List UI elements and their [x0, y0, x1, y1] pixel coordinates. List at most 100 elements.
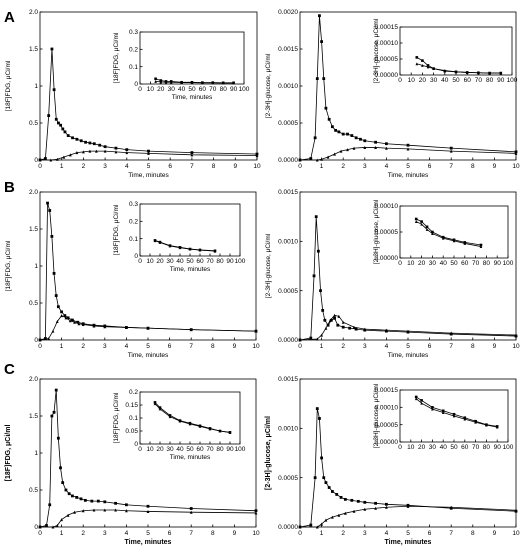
A-right-inset-triangle-point — [443, 69, 447, 72]
C-left-x-tick-label: 0 — [38, 530, 42, 537]
C-right-inset-triangle-point — [452, 414, 456, 418]
A-left-square-point — [75, 137, 79, 141]
B-left-x-tick-label: 2 — [81, 343, 85, 350]
A-left-y-tick-label: 0.5 — [29, 120, 38, 127]
C-left-triangle-point — [81, 509, 85, 513]
A-right-x-tick-label: 4 — [385, 163, 389, 170]
B-right-inset-x-tick-label: 70 — [472, 260, 480, 267]
B-left-square-point — [60, 310, 63, 314]
B-right-inset-y-axis-label: [2-3H]-glucose, μCi/ml — [373, 199, 380, 264]
C-left-triangle-point — [60, 518, 63, 522]
A-left-triangle-point — [88, 149, 92, 153]
A-right-x-tick-label: 3 — [363, 163, 367, 170]
A-right-inset-triangle-point — [499, 71, 503, 75]
A-left-square-point — [147, 149, 150, 153]
A-left-inset-x-tick-label: 50 — [188, 86, 196, 93]
C-right-inset-square-point — [431, 406, 434, 409]
A-right-inset-y-tick-label: 0.00000 — [375, 72, 399, 79]
B-right-x-tick-label: 7 — [449, 343, 453, 350]
C-left-square-point — [45, 524, 48, 527]
C-left-triangle-point — [114, 508, 117, 512]
C-right-inset-y-tick-label: 0.00005 — [375, 422, 399, 429]
B-left-inset-series-square-line — [154, 240, 216, 252]
B-left-inset-x-tick-label: 100 — [235, 258, 246, 265]
C-left-inset-x-tick-label: 10 — [146, 446, 154, 453]
B-left-inset-y-tick-label: 0 — [134, 253, 138, 260]
A-left-y-tick-label: 2.0 — [29, 9, 38, 16]
C-left-square-point — [54, 388, 58, 392]
C-left-square-point — [64, 488, 68, 492]
C-right-triangle-point — [352, 509, 356, 513]
B-right-inset-square-point — [420, 220, 423, 223]
A-right-triangle-point — [326, 155, 330, 159]
C-left-inset-series-square-line — [154, 402, 231, 433]
C-right-inset-triangle-point — [495, 425, 499, 429]
A-right-inset-x-tick-label: 30 — [430, 77, 438, 84]
B-left-inset-triangle-point — [188, 247, 192, 251]
C-left-inset-y-tick-label: 0.2 — [129, 389, 138, 396]
C-right-x-tick-label: 8 — [471, 530, 475, 537]
A-right-square-point — [327, 117, 331, 121]
B-right-x-tick-label: 9 — [493, 343, 497, 350]
A-left-square-point — [98, 143, 102, 147]
C-right-series-triangle-line — [300, 505, 517, 528]
C-right-x-axis-label: Time, minutes — [385, 539, 432, 546]
B-right-square-point — [314, 215, 318, 219]
A-right-inset-square-point — [426, 64, 430, 67]
A-right-inset-x-tick-label: 70 — [475, 77, 483, 84]
A-right-x-axis-label: Time, minutes — [388, 172, 429, 179]
C-left-inset-x-axis-label: Time, minutes — [170, 454, 211, 461]
C-right-square-point — [315, 407, 319, 410]
C-right-square-point — [320, 456, 323, 460]
A-left-triangle-point — [49, 158, 53, 162]
C-left-inset-y-tick-label: 0.05 — [125, 428, 138, 435]
A-right-inset-triangle-point — [488, 71, 491, 75]
A-right-y-tick-label: 0.0015 — [278, 46, 298, 53]
B-right-triangle-point — [328, 318, 332, 322]
A-left-triangle-point — [55, 157, 59, 161]
A-left-square-point — [54, 117, 58, 121]
B-right-inset-x-tick-label: 80 — [483, 260, 491, 267]
B-left-x-tick-label: 9 — [233, 343, 237, 350]
A-left-x-tick-label: 8 — [212, 163, 216, 170]
A-left-inset-y-tick-label: 0.1 — [129, 64, 138, 71]
C-left-inset-triangle-point — [208, 427, 212, 431]
inset-A-right: 0 10 20 30 40 50 60 70 80 90 100 0.00000 0.00005 0.00… — [373, 18, 518, 84]
A-right-inset-square-point — [421, 59, 424, 62]
A-left-inset-triangle-point — [211, 81, 215, 85]
C-left-inset-triangle-point — [218, 429, 222, 433]
B-left-inset-triangle-point — [213, 249, 217, 253]
A-right-plot-frame — [299, 11, 517, 161]
C-left-square-point — [114, 501, 117, 505]
C-right-inset-x-tick-label: 70 — [472, 444, 480, 451]
C-right-triangle-point — [337, 513, 341, 517]
B-left-triangle-point — [189, 328, 193, 332]
B-right-inset-square-point — [425, 225, 429, 229]
B-left-x-tick-label: 4 — [125, 343, 129, 350]
B-left-inset-triangle-point — [168, 244, 172, 248]
B-left-square-point — [66, 316, 70, 320]
C-left-square-point — [75, 496, 79, 499]
B-right-inset-x-tick-label: 40 — [440, 260, 448, 267]
B-right-inset-x-tick-label: 50 — [450, 260, 458, 267]
B-left-triangle-point — [68, 319, 72, 323]
B-right-square-point — [319, 289, 322, 293]
C-right-triangle-point — [406, 504, 410, 508]
C-left-square-point — [146, 504, 150, 508]
C-right-inset-x-tick-label: 10 — [407, 444, 415, 451]
A-right-square-point — [337, 130, 341, 134]
A-left-square-point — [114, 146, 118, 150]
C-left-square-point — [59, 466, 62, 470]
B-right-x-axis-label: Time, minutes — [388, 352, 429, 359]
B-left-plot-frame — [39, 191, 257, 341]
A-left-inset-y-axis-label: [18F]FDG, μCi/ml — [113, 32, 120, 83]
B-left-x-tick-label: 10 — [252, 343, 260, 350]
C-right-inset-x-tick-label: 50 — [450, 444, 458, 451]
C-right-triangle-point — [320, 522, 323, 526]
C-right-inset-y-tick-label: 0.00000 — [375, 439, 399, 446]
C-left-inset-x-tick-label: 80 — [216, 446, 224, 453]
A-right-triangle-point — [333, 152, 336, 156]
